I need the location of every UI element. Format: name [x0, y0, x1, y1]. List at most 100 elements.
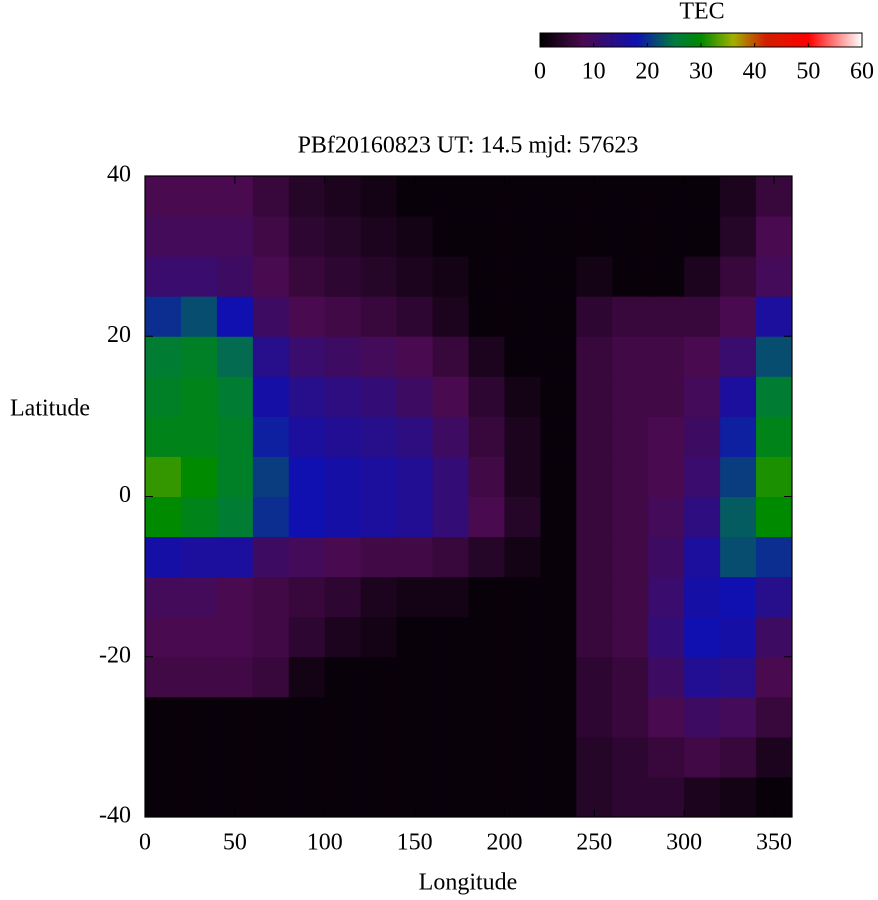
heat-cell [648, 576, 685, 618]
heat-cell [216, 296, 254, 337]
heat-cell [180, 536, 218, 578]
heat-cell [288, 736, 326, 778]
heat-cell [360, 536, 398, 578]
heat-cell [324, 456, 362, 497]
heat-cell [360, 696, 398, 738]
heat-cell [324, 176, 362, 217]
heat-cell [648, 216, 685, 257]
heat-cell [288, 416, 326, 457]
x-tick-label: 350 [756, 830, 792, 856]
chart-title: PBf20160823 UT: 14.5 mjd: 57623 [298, 133, 639, 159]
heat-cell [252, 176, 290, 217]
heat-cell [612, 496, 649, 538]
heat-cell [216, 416, 254, 457]
heat-cell [720, 616, 757, 658]
heat-cell [180, 216, 218, 257]
heat-cell [396, 536, 434, 578]
heat-cell [504, 376, 541, 417]
heat-cell [576, 536, 613, 578]
heat-cell [180, 576, 218, 618]
heat-cell [684, 696, 721, 738]
heat-cell [252, 256, 290, 297]
heat-cell [360, 776, 398, 818]
heat-cell [145, 296, 182, 337]
y-tick-label: -40 [99, 803, 131, 829]
heat-cell [756, 736, 793, 778]
heat-cell [540, 656, 577, 698]
x-tick-label: 200 [486, 830, 522, 856]
heat-cell [216, 696, 254, 738]
heat-cell [612, 256, 649, 297]
y-axis-label: Latitude [10, 396, 90, 422]
heat-cell [432, 336, 469, 377]
heat-cell [288, 696, 326, 738]
heat-cell [612, 536, 649, 578]
x-tick-label: 150 [397, 830, 433, 856]
heat-cell [432, 416, 469, 457]
heat-cell [468, 256, 505, 297]
heat-cell [576, 456, 613, 497]
heat-cell [756, 536, 793, 578]
heat-cell [360, 496, 398, 538]
heat-cell [504, 576, 541, 618]
heat-cell [145, 456, 182, 497]
heat-cell [288, 456, 326, 497]
heat-cell [360, 296, 398, 337]
colorbar-tick-label: 20 [635, 59, 659, 85]
heat-cell [468, 776, 505, 818]
heat-cell [468, 536, 505, 578]
heat-cell [145, 216, 182, 257]
heat-cell [756, 336, 793, 377]
heat-cell [648, 256, 685, 297]
heat-cell [252, 336, 290, 377]
heat-cell [180, 416, 218, 457]
heat-cell [468, 696, 505, 738]
colorbar-tick-label: 0 [534, 59, 546, 85]
heat-cell [540, 256, 577, 297]
heat-cell [756, 576, 793, 618]
heat-cell [432, 376, 469, 417]
heat-cell [324, 336, 362, 377]
heat-cell [252, 376, 290, 417]
heat-cell [612, 656, 649, 698]
heat-cell [252, 656, 290, 698]
heat-cell [432, 576, 469, 618]
heat-cell [360, 736, 398, 778]
heat-cell [288, 776, 326, 818]
heat-cell [648, 296, 685, 337]
heat-cell [396, 216, 434, 257]
heat-cell [396, 456, 434, 497]
heat-cell [432, 496, 469, 538]
heat-cell [540, 536, 577, 578]
x-tick-label: 50 [223, 830, 247, 856]
heat-cell [540, 616, 577, 658]
heat-cell [468, 656, 505, 698]
heat-cell [216, 576, 254, 618]
heat-cell [288, 376, 326, 417]
heat-cell [684, 496, 721, 538]
colorbar-tick-label: 10 [582, 59, 606, 85]
heat-cell [360, 336, 398, 377]
heat-cell [180, 176, 218, 217]
heat-cell [684, 216, 721, 257]
heat-cell [756, 216, 793, 257]
heat-cell [540, 416, 577, 457]
heat-cell [396, 736, 434, 778]
heat-cell [504, 496, 541, 538]
heat-cell [684, 576, 721, 618]
heat-cell [756, 656, 793, 698]
heat-cell [145, 576, 182, 618]
heat-cell [324, 576, 362, 618]
heat-cell [612, 176, 649, 217]
heat-cell [504, 416, 541, 457]
heat-cell [756, 696, 793, 738]
heat-cell [360, 576, 398, 618]
heat-cell [504, 776, 541, 818]
heat-cell [324, 536, 362, 578]
heat-cell [324, 656, 362, 698]
heat-cell [468, 736, 505, 778]
heat-cell [684, 376, 721, 417]
heat-cell [720, 496, 757, 538]
heat-cell [684, 256, 721, 297]
